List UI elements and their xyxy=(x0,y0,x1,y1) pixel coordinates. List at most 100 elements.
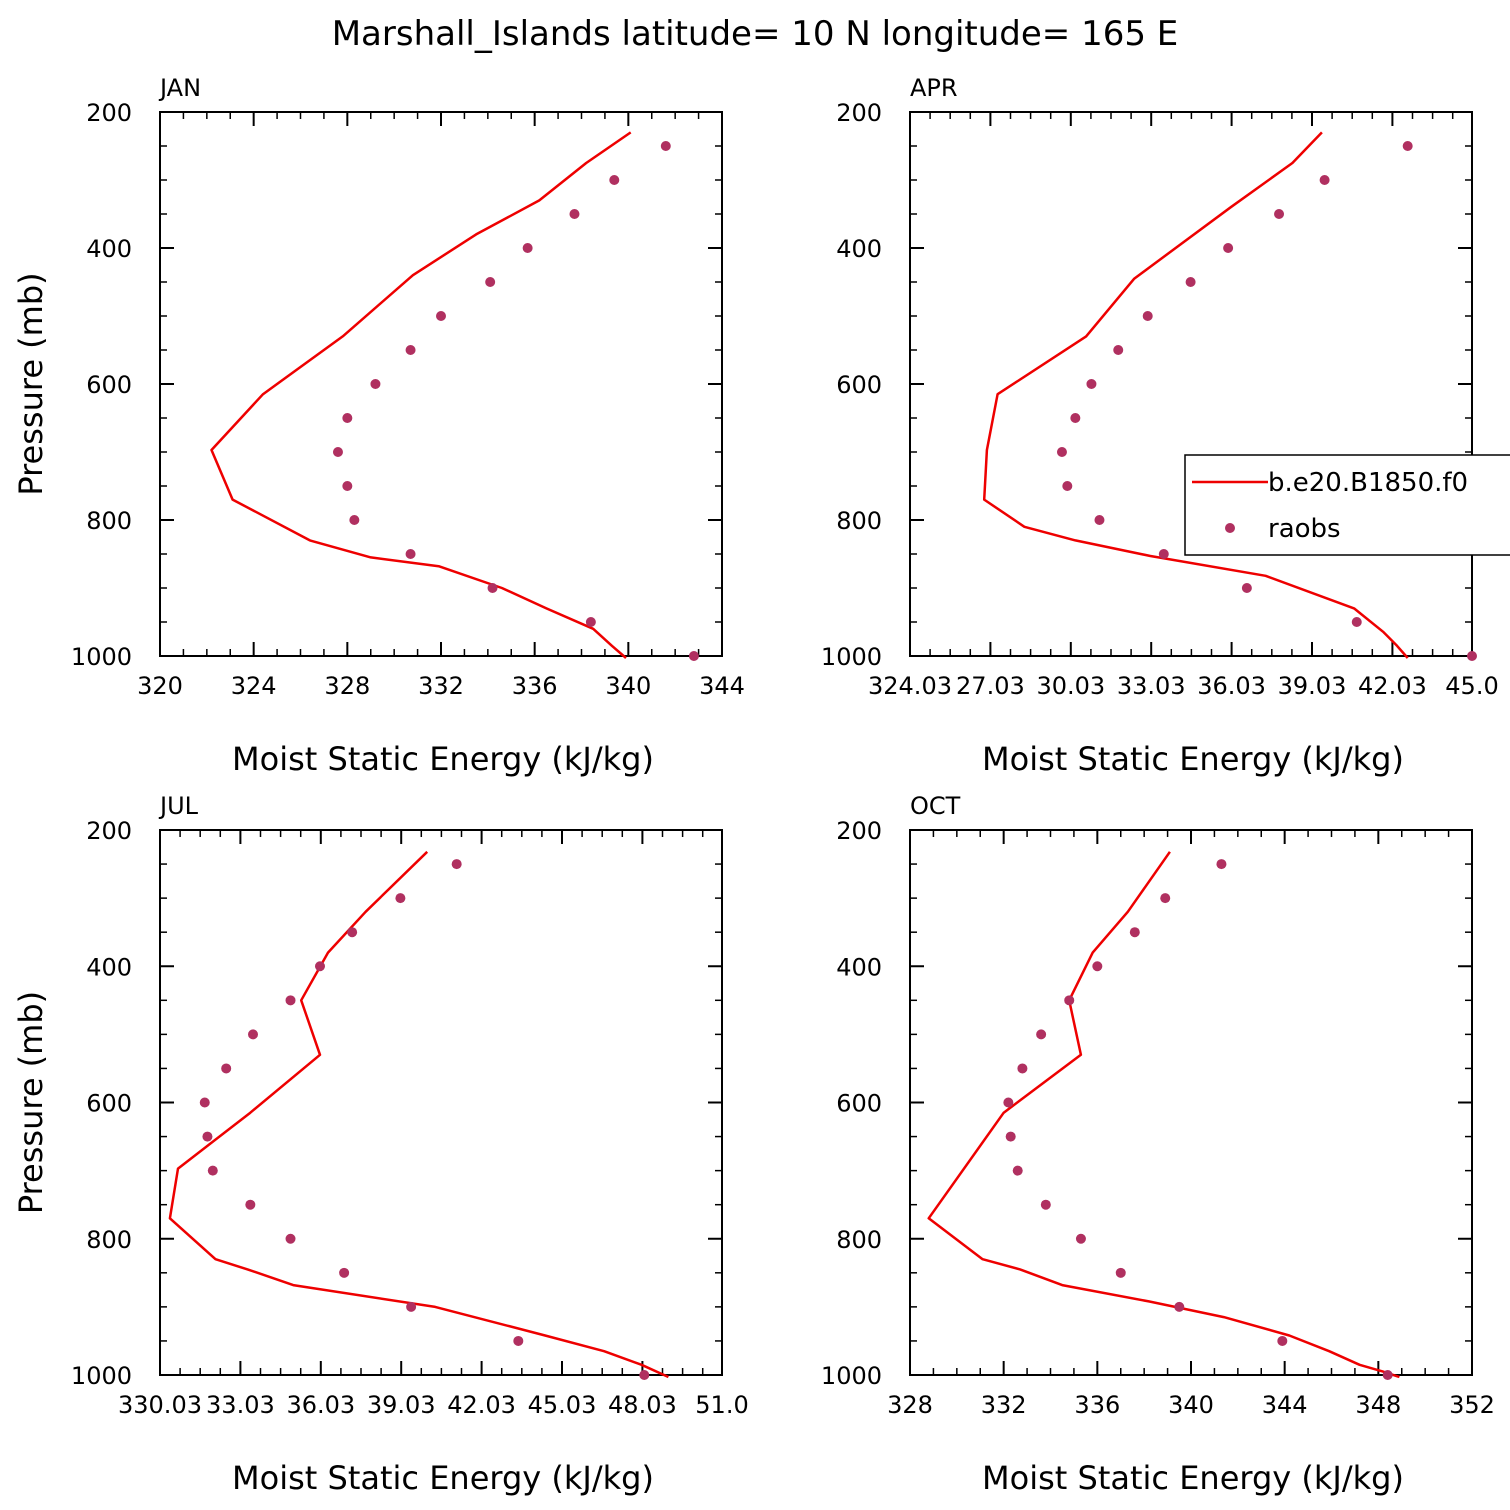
y-tick-label: 400 xyxy=(86,953,132,981)
panel-apr: APR 324.03 27.03 30.03 33.03 36.03 39.03 42.03 4… xyxy=(821,74,1499,778)
raobs-point xyxy=(1402,141,1413,151)
raobs-point xyxy=(513,1335,524,1346)
raobs-point xyxy=(406,1301,417,1312)
x-tick-label: 348 xyxy=(1355,1391,1401,1419)
plot-frame xyxy=(159,111,723,657)
x-tick-label: 42.03 xyxy=(447,1391,516,1419)
x-tick-label: 330.03 xyxy=(118,1391,202,1419)
raobs-point xyxy=(585,617,596,627)
x-axis-label: Moist Static Energy (kJ/kg) xyxy=(232,1459,654,1497)
panel-jul: JUL 330.03 33.03 36.03 39.03 42.03 45.03 48.03 5… xyxy=(12,792,749,1497)
legend-obs-label: raobs xyxy=(1268,514,1341,544)
panel-label: APR xyxy=(910,74,958,102)
model-line xyxy=(210,131,632,659)
raobs-point xyxy=(247,1029,258,1040)
x-tick-label: 328 xyxy=(887,1391,933,1419)
raobs-point xyxy=(1467,651,1477,661)
panel-oct: OCT 328 332 336 340 344 348 352 200 400 600 800 1000… xyxy=(821,792,1495,1497)
raobs-point xyxy=(1115,1267,1126,1278)
raobs-point xyxy=(347,927,358,938)
y-tick-label: 1000 xyxy=(821,1362,882,1390)
raobs-point xyxy=(332,447,343,457)
y-tick-label: 800 xyxy=(836,507,882,535)
y-tick-label: 1000 xyxy=(71,643,132,671)
x-tick-label: 33.03 xyxy=(206,1391,275,1419)
x-tick-label: 27.03 xyxy=(956,672,1025,700)
x-axis-label: Moist Static Energy (kJ/kg) xyxy=(982,740,1404,778)
raobs-point xyxy=(1382,1370,1393,1380)
raobs-point xyxy=(1277,1335,1288,1346)
raobs-point xyxy=(1113,345,1124,355)
model-line xyxy=(982,131,1409,659)
raobs-point xyxy=(207,1165,218,1176)
x-axis-label: Moist Static Energy (kJ/kg) xyxy=(232,740,654,778)
raobs-point xyxy=(1003,1097,1014,1108)
plot-frame xyxy=(909,829,1473,1376)
raobs-point xyxy=(569,209,580,219)
x-tick-label: 39.03 xyxy=(1278,672,1347,700)
raobs-point xyxy=(199,1097,210,1108)
raobs-point xyxy=(1158,549,1169,559)
legend-box xyxy=(1184,454,1510,556)
raobs-point xyxy=(370,379,381,389)
raobs-point xyxy=(1075,1233,1086,1244)
raobs-point xyxy=(1223,243,1234,253)
y-tick-label: 800 xyxy=(836,1226,882,1254)
panel-label: OCT xyxy=(910,792,961,820)
y-axis-label: Pressure (mb) xyxy=(12,991,50,1214)
x-tick-label: 340 xyxy=(605,672,651,700)
x-tick-label: 320 xyxy=(137,672,183,700)
x-tick-label: 336 xyxy=(512,672,558,700)
raobs-point xyxy=(1185,277,1196,287)
raobs-point xyxy=(485,277,496,287)
x-axis-label: Moist Static Energy (kJ/kg) xyxy=(982,1459,1404,1497)
x-tick-label: 42.03 xyxy=(1358,672,1427,700)
x-tick-label: 332 xyxy=(981,1391,1027,1419)
raobs-point xyxy=(1142,311,1153,321)
raobs-point xyxy=(285,1233,296,1244)
raobs-point xyxy=(245,1199,256,1210)
x-tick-label: 51.0 xyxy=(695,1391,748,1419)
raobs-point xyxy=(451,859,462,870)
raobs-point xyxy=(314,961,325,972)
raobs-point xyxy=(609,175,620,185)
raobs-point xyxy=(639,1370,650,1380)
raobs-point xyxy=(1129,927,1140,938)
x-tick-label: 39.03 xyxy=(367,1391,436,1419)
x-tick-label: 344 xyxy=(699,672,745,700)
raobs-point xyxy=(1092,961,1103,972)
x-tick-label: 336 xyxy=(1074,1391,1120,1419)
x-tick-label: 45.03 xyxy=(528,1391,597,1419)
raobs-point xyxy=(1094,515,1105,525)
x-tick-label: 36.03 xyxy=(286,1391,355,1419)
raobs-point xyxy=(1086,379,1097,389)
legend-obs-dot xyxy=(1225,523,1235,533)
x-tick-label: 352 xyxy=(1449,1391,1495,1419)
x-tick-label: 344 xyxy=(1262,1391,1308,1419)
y-tick-label: 1000 xyxy=(821,643,882,671)
x-tick-label: 340 xyxy=(1168,1391,1214,1419)
y-tick-label: 400 xyxy=(836,235,882,263)
legend-model-label: b.e20.B1850.f0 xyxy=(1268,468,1468,498)
raobs-point xyxy=(1351,617,1362,627)
raobs-point xyxy=(1070,413,1081,423)
y-axis-label: Pressure (mb) xyxy=(12,272,50,495)
y-tick-label: 800 xyxy=(86,1226,132,1254)
raobs-point xyxy=(1274,209,1285,219)
y-tick-label: 600 xyxy=(836,371,882,399)
raobs-point xyxy=(1017,1063,1028,1074)
raobs-point xyxy=(1174,1301,1185,1312)
raobs-point xyxy=(688,651,699,661)
raobs-point xyxy=(221,1063,232,1074)
raobs-point xyxy=(487,583,498,593)
x-tick-label: 45.0 xyxy=(1445,672,1498,700)
raobs-point xyxy=(202,1131,213,1142)
panel-label: JAN xyxy=(158,74,201,102)
x-tick-label: 324 xyxy=(231,672,277,700)
legend: b.e20.B1850.f0 raobs xyxy=(1184,454,1510,556)
x-tick-label: 30.03 xyxy=(1036,672,1105,700)
x-tick-label: 33.03 xyxy=(1117,672,1186,700)
raobs-point xyxy=(349,515,360,525)
y-tick-label: 200 xyxy=(86,817,132,845)
